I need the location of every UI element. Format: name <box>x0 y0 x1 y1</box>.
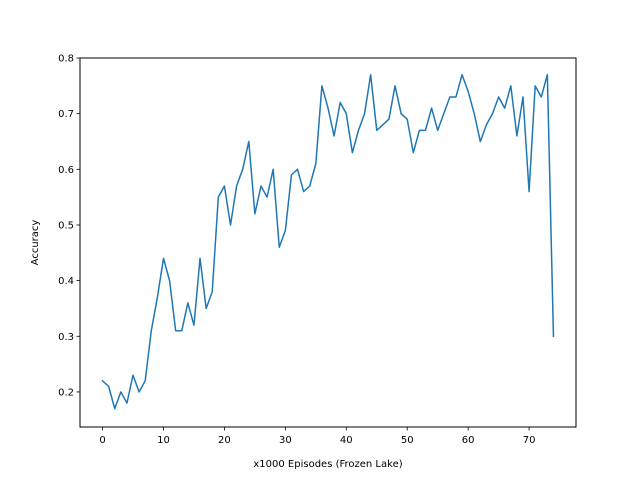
x-axis-label: x1000 Episodes (Frozen Lake) <box>253 459 402 470</box>
y-tick-label: 0.2 <box>58 387 74 398</box>
y-axis-label: Accuracy <box>30 220 41 266</box>
x-tick-label: 20 <box>218 435 231 446</box>
y-tick-label: 0.4 <box>58 276 74 287</box>
x-axis-ticks: 0 10 20 30 40 50 60 70 <box>99 427 535 446</box>
y-tick-label: 0.5 <box>58 220 74 231</box>
y-tick-label: 0.6 <box>58 165 74 176</box>
x-tick-label: 40 <box>340 435 353 446</box>
x-tick-label: 60 <box>462 435 475 446</box>
y-tick-label: 0.3 <box>58 332 74 343</box>
x-tick-label: 50 <box>401 435 414 446</box>
y-tick-label: 0.7 <box>58 109 74 120</box>
y-tick-label: 0.8 <box>58 54 74 65</box>
x-tick-label: 10 <box>157 435 170 446</box>
series-line <box>101 73 555 410</box>
x-tick-label: 0 <box>99 435 105 446</box>
axes-frame <box>79 57 577 428</box>
y-axis-ticks: 0.2 0.3 0.4 0.5 0.6 0.7 0.8 <box>58 54 80 398</box>
series-group <box>101 73 555 410</box>
x-tick-label: 30 <box>279 435 292 446</box>
plot-area: 0.2 0.3 0.4 0.5 0.6 0.7 0.8 0 10 20 30 40 50 60 70 <box>58 54 577 446</box>
x-tick-label: 70 <box>523 435 536 446</box>
